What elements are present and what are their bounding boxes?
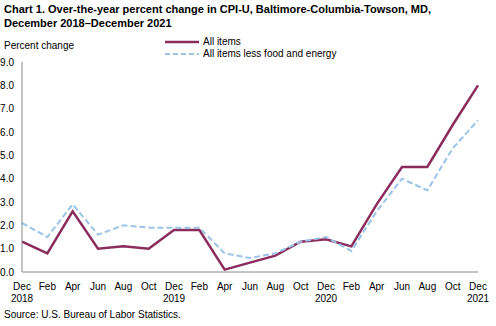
svg-text:Aug: Aug [114, 281, 132, 292]
svg-text:1.0: 1.0 [8, 243, 14, 254]
html-text:Percent change: Percent change [4, 40, 75, 51]
svg-text:Dec: Dec [13, 281, 31, 292]
svg-text:Dec: Dec [165, 281, 183, 292]
html-text:Chart 1. Over-the-year percent: Chart 1. Over-the-year percent change in… [4, 3, 431, 29]
svg-text:Oct: Oct [445, 281, 461, 292]
svg-text:Oct: Oct [293, 281, 309, 292]
svg-text:Oct: Oct [141, 281, 157, 292]
html-text:All items: All items [203, 36, 241, 47]
svg-text:Aug: Aug [266, 281, 284, 292]
svg-text:2019: 2019 [163, 293, 186, 304]
svg-text:Feb: Feb [343, 281, 361, 292]
svg-text:Aug: Aug [418, 281, 436, 292]
svg-text:2020: 2020 [315, 293, 338, 304]
svg-text:0.0: 0.0 [8, 267, 14, 278]
svg-text:Dec: Dec [469, 281, 487, 292]
svg-text:Jun: Jun [394, 281, 410, 292]
svg-text:2021: 2021 [467, 293, 488, 304]
svg-text:Feb: Feb [39, 281, 57, 292]
svg-text:3.0: 3.0 [8, 197, 14, 208]
svg-text:4.0: 4.0 [8, 173, 14, 184]
svg-text:Apr: Apr [217, 281, 233, 292]
svg-text:2018: 2018 [11, 293, 34, 304]
svg-text:7.0: 7.0 [8, 103, 14, 114]
svg-text:8.0: 8.0 [8, 80, 14, 91]
svg-text:Apr: Apr [369, 281, 385, 292]
svg-text:Apr: Apr [65, 281, 81, 292]
svg-text:Feb: Feb [191, 281, 209, 292]
svg-text:2.0: 2.0 [8, 220, 14, 231]
svg-text:5.0: 5.0 [8, 150, 14, 161]
html-text:All items less food and energy: All items less food and energy [203, 48, 337, 59]
svg-text:9.0: 9.0 [8, 57, 14, 68]
html-text:Source: U.S. Bureau of Labor S: Source: U.S. Bureau of Labor Statistics. [4, 309, 181, 320]
svg-text:Jun: Jun [90, 281, 106, 292]
svg-text:6.0: 6.0 [8, 127, 14, 138]
svg-text:Dec: Dec [317, 281, 335, 292]
svg-text:Jun: Jun [242, 281, 258, 292]
